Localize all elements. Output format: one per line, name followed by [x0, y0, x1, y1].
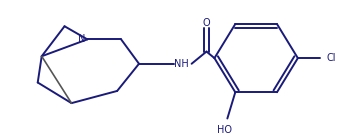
Text: HO: HO	[217, 125, 232, 134]
Text: Cl: Cl	[327, 53, 336, 63]
Text: O: O	[203, 18, 210, 28]
Text: NH: NH	[174, 59, 189, 69]
Text: N: N	[78, 34, 85, 44]
